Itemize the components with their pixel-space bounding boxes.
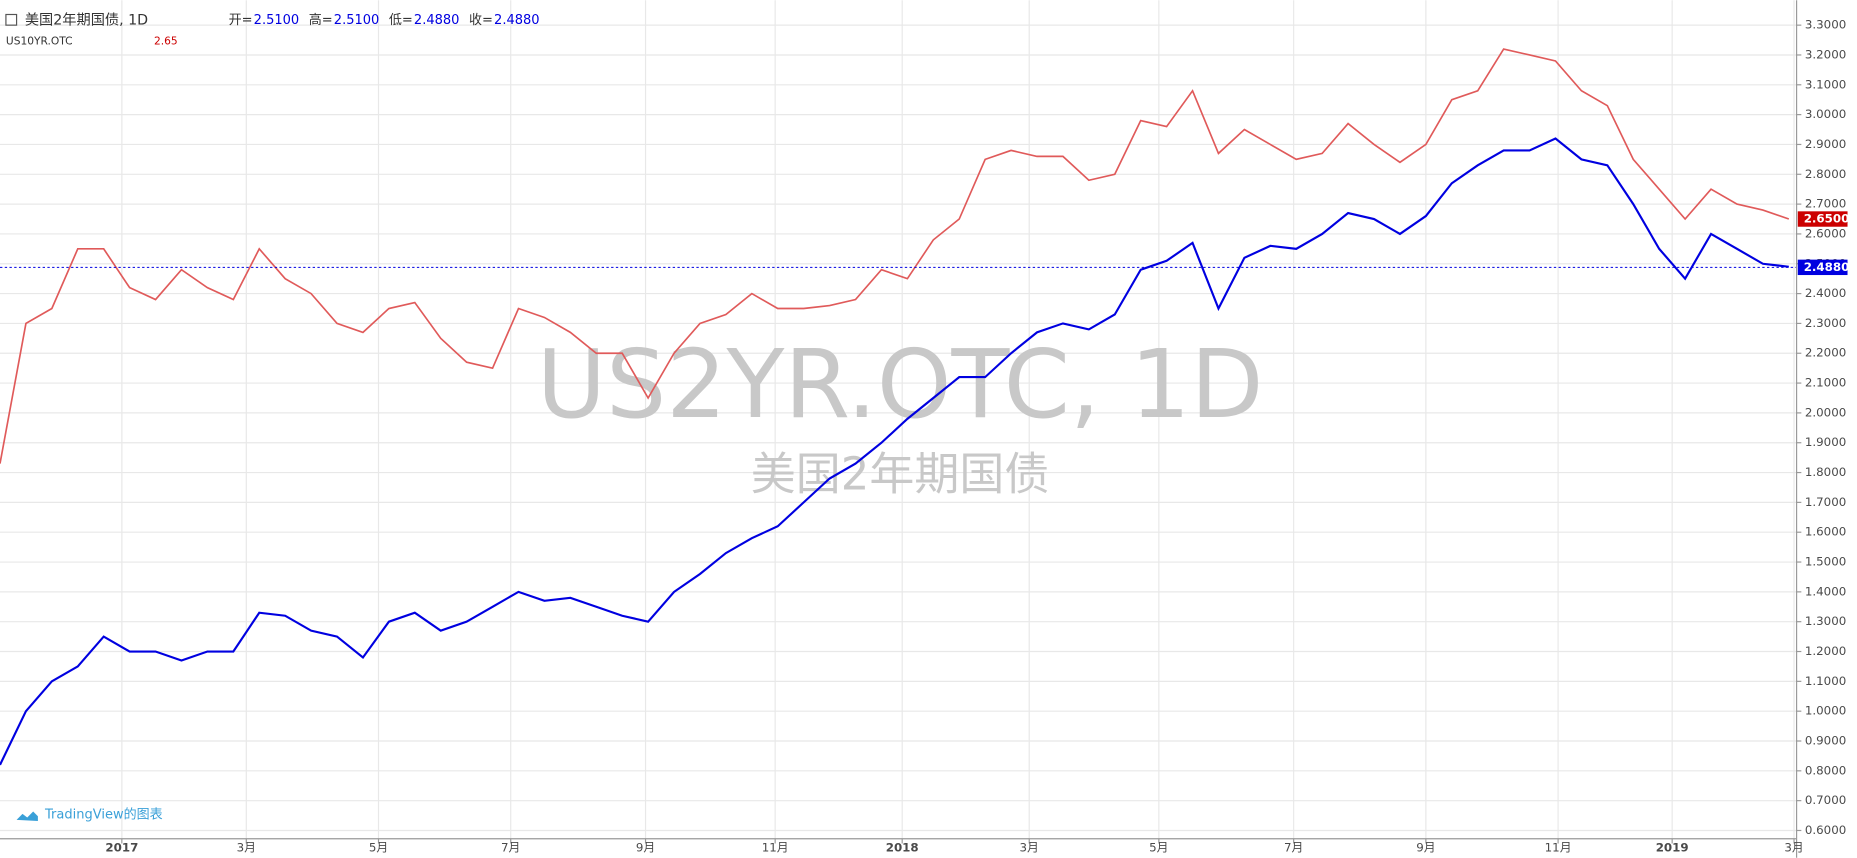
y-tick-label: 3.1000 [1805, 77, 1846, 91]
x-tick-label: 7月 [1284, 841, 1303, 855]
legend-title: 美国2年期国债, 1D [25, 11, 148, 28]
price-tag [1797, 211, 1848, 227]
x-tick-label: 5月 [1149, 841, 1168, 855]
x-tick-label: 2019 [1656, 841, 1689, 855]
x-tick-label: 9月 [1416, 841, 1435, 855]
x-tick-label: 7月 [501, 841, 520, 855]
y-tick-label: 3.0000 [1805, 107, 1846, 121]
y-tick-label: 1.2000 [1805, 644, 1846, 658]
y-tick-label: 2.6000 [1805, 226, 1846, 240]
x-tick-label: 3月 [237, 841, 256, 855]
ohlc-label: 收= [469, 13, 493, 28]
y-tick-label: 2.9000 [1805, 137, 1846, 151]
x-tick-label: 2018 [886, 841, 919, 855]
y-tick-label: 2.4000 [1805, 286, 1846, 300]
credit[interactable]: TradingView的图表 [44, 807, 163, 823]
compare-value: 2.65 [154, 35, 178, 48]
x-tick-label: 11月 [1545, 841, 1572, 855]
y-tick-label: 0.7000 [1805, 793, 1846, 807]
y-tick-label: 1.3000 [1805, 614, 1846, 628]
y-tick-label: 0.6000 [1805, 823, 1846, 837]
ohlc-value: 2.4880 [494, 13, 540, 28]
y-tick-label: 0.8000 [1805, 763, 1846, 777]
compare-name: US10YR.OTC [6, 35, 73, 48]
axis: 0.6000 0.7000 0.8000 0.9000 1.0000 1.1000 1.20… [105, 18, 1849, 855]
tv-logo [16, 811, 38, 822]
grid [0, 0, 1797, 839]
ohlc-label: 低= [389, 13, 413, 28]
x-tick-label: 11月 [762, 841, 789, 855]
y-tick-label: 1.1000 [1805, 674, 1846, 688]
ohlc: 开= 2.5100 高= 2.5100 低= 2.4880 收= 2.4880 [229, 12, 540, 28]
y-tick-label: 2.3000 [1805, 316, 1846, 330]
watermark-subtitle: 美国2年期国债 [751, 448, 1050, 501]
lines [0, 48, 1797, 766]
y-tick-label: 2.0000 [1805, 405, 1846, 419]
ohlc-value: 2.5100 [334, 13, 380, 28]
ohlc-value: 2.5100 [254, 13, 300, 28]
x-tick-label: 2017 [105, 841, 138, 855]
y-tick-label: 3.3000 [1805, 18, 1846, 32]
ohlc-label: 高= [309, 12, 333, 28]
x-tick-label: 3月 [1020, 841, 1039, 855]
x-tick-label: 3月 [1784, 841, 1803, 855]
y-tick-label: 1.7000 [1805, 495, 1846, 509]
y-tick-label: 1.0000 [1805, 704, 1846, 718]
price-tag-label: 2.4880 [1804, 260, 1850, 274]
x-tick-label: 9月 [636, 841, 655, 855]
y-tick-label: 2.7000 [1805, 197, 1846, 211]
y-tick-label: 2.8000 [1805, 167, 1846, 181]
y-tick-label: 3.2000 [1805, 47, 1846, 61]
watermark: US2YR.OTC, 1D [537, 330, 1264, 440]
y-tick-label: 1.9000 [1805, 435, 1846, 449]
y-tick-label: 1.6000 [1805, 525, 1846, 539]
ohlc-value: 2.4880 [414, 13, 460, 28]
y-tick-label: 1.8000 [1805, 465, 1846, 479]
y-tick-label: 2.2000 [1805, 346, 1846, 360]
y-tick-label: 1.4000 [1805, 584, 1846, 598]
series-line [0, 137, 1789, 766]
y-tick-label: 0.9000 [1805, 734, 1846, 748]
price-tag [1797, 259, 1848, 276]
price-tag-label: 2.6500 [1804, 212, 1850, 226]
x-tick-label: 5月 [369, 841, 388, 855]
collapse-icon[interactable] [5, 13, 18, 26]
ohlc-label: 开= [229, 13, 253, 28]
y-tick-label: 1.5000 [1805, 555, 1846, 569]
series-line [0, 48, 1790, 464]
y-tick-label: 2.1000 [1805, 376, 1846, 390]
